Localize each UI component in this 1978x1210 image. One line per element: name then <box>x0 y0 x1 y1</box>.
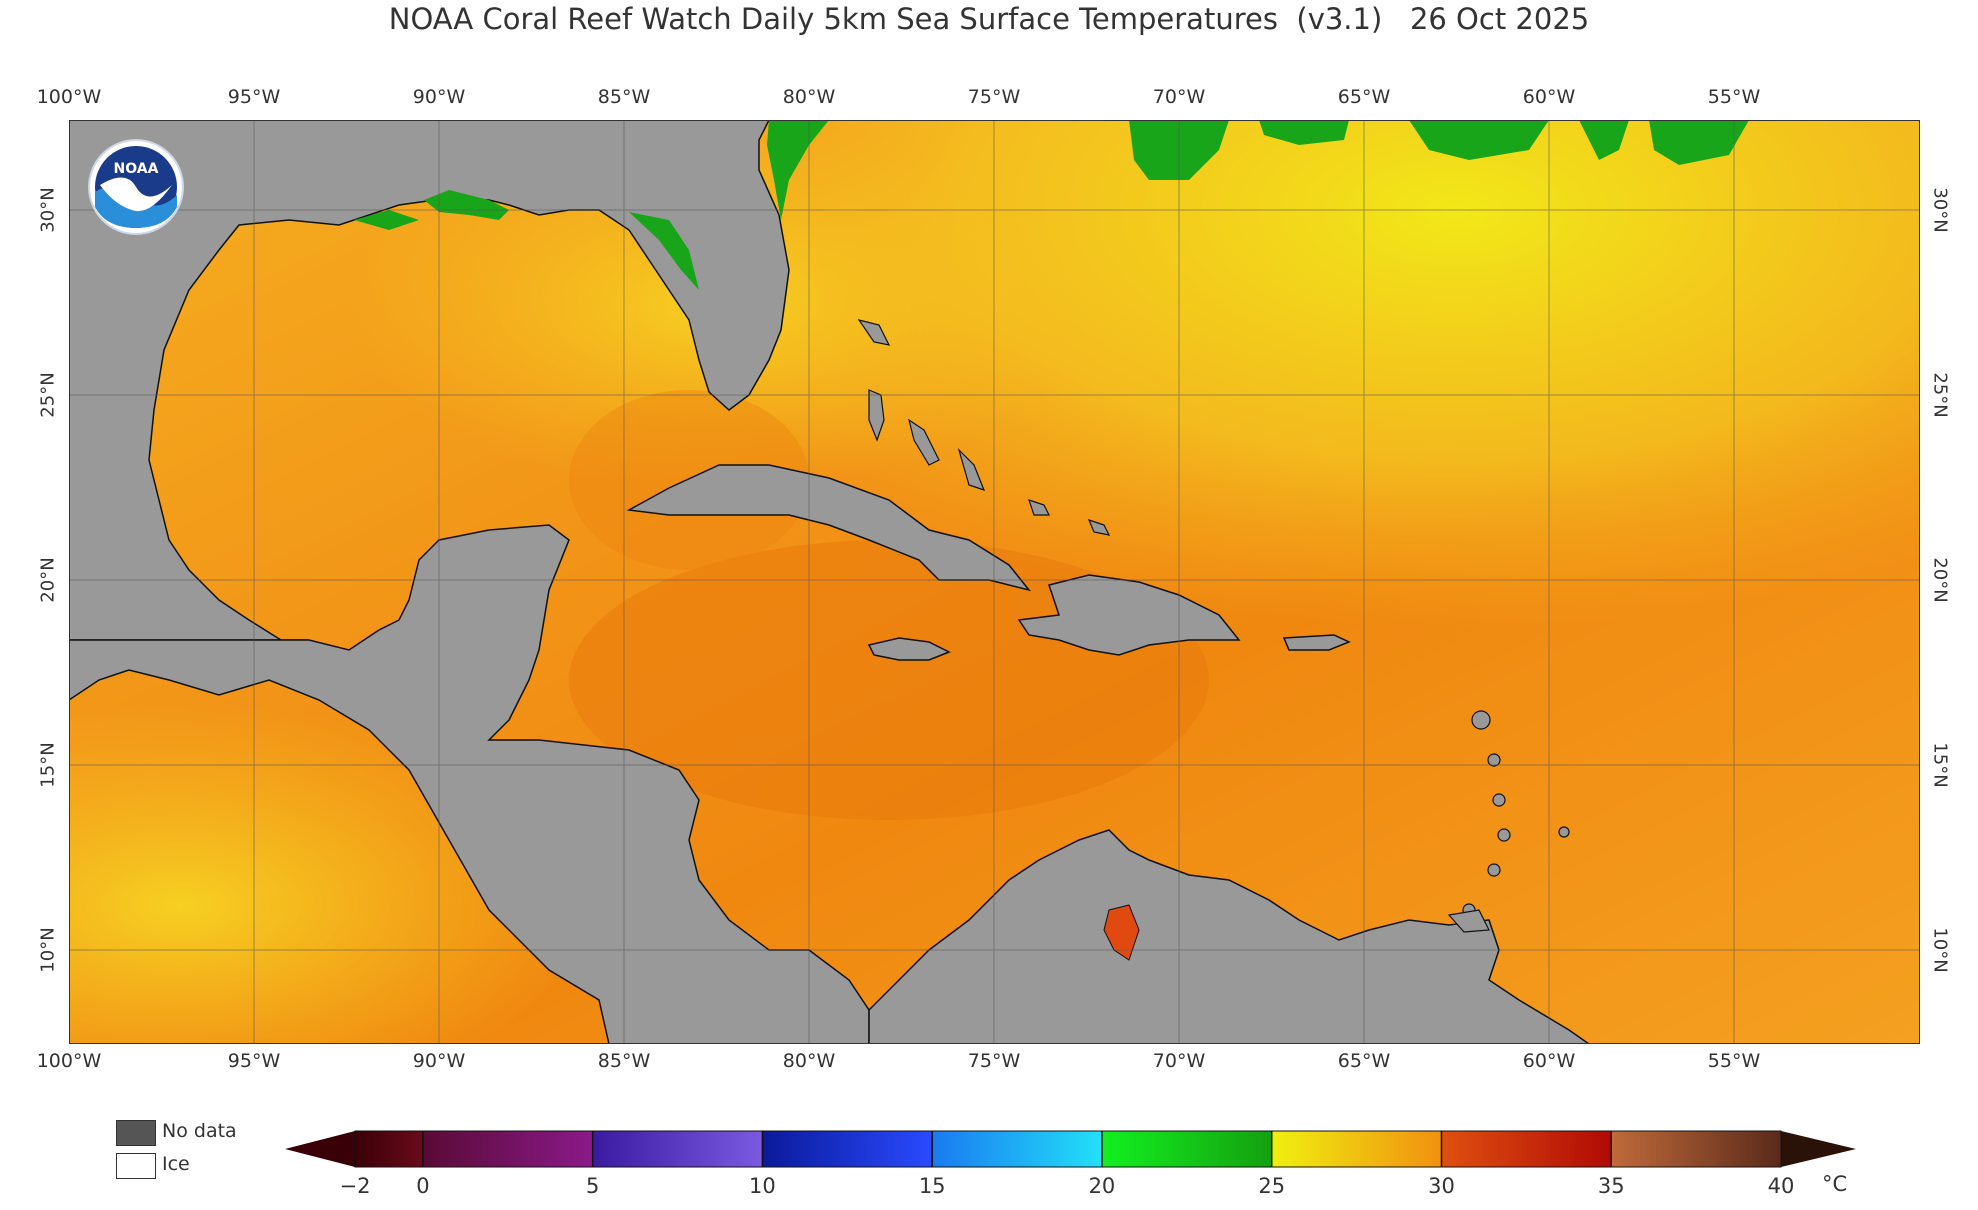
land-bahamas <box>857 319 1111 536</box>
colorbar-unit: °C <box>1822 1172 1848 1196</box>
colorbar-segment <box>932 1131 1102 1167</box>
lat-label: 10°N <box>1929 927 1951 973</box>
lat-label: 25°N <box>1929 372 1951 418</box>
colorbar-max-extend <box>1781 1131 1856 1167</box>
big-bend-cool-shelf <box>354 210 419 230</box>
colorbar-tick-label: 40 <box>1767 1174 1795 1198</box>
lon-label: 90°W <box>412 1050 466 1072</box>
sst-map: NOAA <box>69 120 1920 1044</box>
colorbar-tick-label: 15 <box>918 1174 946 1198</box>
lon-label: 100°W <box>36 1050 102 1072</box>
colorbar <box>285 1130 1856 1168</box>
colorbar-segment <box>355 1131 423 1167</box>
colorbar-tick-label: 35 <box>1597 1174 1625 1198</box>
lon-label: 55°W <box>1707 1050 1761 1072</box>
land-hispaniola <box>1017 574 1241 656</box>
lon-label: 80°W <box>782 86 836 108</box>
colorbar-segment <box>422 1131 593 1167</box>
lon-label: 95°W <box>227 1050 281 1072</box>
colorbar-tick-label: 25 <box>1258 1174 1286 1198</box>
lat-label: 15°N <box>37 742 59 788</box>
florida-west-cool-shelf <box>629 212 699 290</box>
map-title: NOAA Coral Reef Watch Daily 5km Sea Surf… <box>388 2 1590 36</box>
lon-label: 75°W <box>967 1050 1021 1072</box>
lon-label: 90°W <box>412 86 466 108</box>
land-mexico-central-america <box>69 524 870 1044</box>
noaa-logo-text: NOAA <box>114 161 159 177</box>
lake-maracaibo <box>1103 904 1140 961</box>
lon-label: 60°W <box>1522 86 1576 108</box>
land-lesser-antilles <box>1447 710 1570 933</box>
lon-label: 60°W <box>1522 1050 1576 1072</box>
graticule <box>69 120 1920 1044</box>
lat-label: 20°N <box>37 557 59 603</box>
lat-label: 30°N <box>37 187 59 233</box>
colorbar-tick-label: 5 <box>585 1174 600 1198</box>
lon-label: 55°W <box>1707 86 1761 108</box>
caribbean-warm-core <box>569 540 1209 820</box>
no-data-label: No data <box>162 1120 237 1142</box>
lon-label: 85°W <box>597 1050 651 1072</box>
north-atlantic-cool-patches <box>1129 120 1749 180</box>
lat-label: 25°N <box>37 372 59 418</box>
land-puerto-rico <box>1282 634 1351 651</box>
no-data-swatch <box>116 1120 156 1146</box>
lon-label: 75°W <box>967 86 1021 108</box>
colorbar-tick-label: −2 <box>339 1174 371 1198</box>
lon-label: 80°W <box>782 1050 836 1072</box>
colorbar-tick-label: 30 <box>1428 1174 1455 1198</box>
lon-label: 85°W <box>597 86 651 108</box>
lon-label: 65°W <box>1337 86 1391 108</box>
ice-label: Ice <box>162 1153 190 1175</box>
colorbar-tick-label: 20 <box>1088 1174 1116 1198</box>
colorbar-segment <box>1611 1131 1781 1167</box>
colorbar-tick-label: 10 <box>749 1174 776 1198</box>
lat-label: 15°N <box>1929 742 1951 788</box>
lon-label: 100°W <box>36 86 102 108</box>
colorbar-min-extend <box>285 1131 355 1167</box>
lat-label: 30°N <box>1929 187 1951 233</box>
noaa-logo: NOAA <box>88 139 184 235</box>
atlantic-coast-cool-shelf <box>767 120 829 220</box>
lon-label: 65°W <box>1337 1050 1391 1072</box>
colorbar-segment <box>762 1131 933 1167</box>
colorbar-frame <box>354 1130 1782 1168</box>
land-cuba <box>626 464 1031 592</box>
lon-label: 70°W <box>1152 86 1206 108</box>
land-jamaica <box>867 637 951 661</box>
lon-label: 70°W <box>1152 1050 1206 1072</box>
colorbar-segment <box>592 1131 763 1167</box>
map-frame <box>69 120 1920 1044</box>
lat-label: 20°N <box>1929 557 1951 603</box>
colorbar-segment <box>1271 1131 1442 1167</box>
sst-map-svg: NOAA <box>69 120 1920 1044</box>
gulf-coast-cool-shelf <box>424 190 509 220</box>
colorbar-segment <box>1101 1131 1272 1167</box>
land-south-america <box>868 829 1591 1044</box>
ice-swatch <box>116 1153 156 1179</box>
lat-label: 10°N <box>37 927 59 973</box>
lon-label: 95°W <box>227 86 281 108</box>
colorbar-tick-label: 0 <box>416 1174 430 1198</box>
colorbar-segment <box>1441 1131 1612 1167</box>
